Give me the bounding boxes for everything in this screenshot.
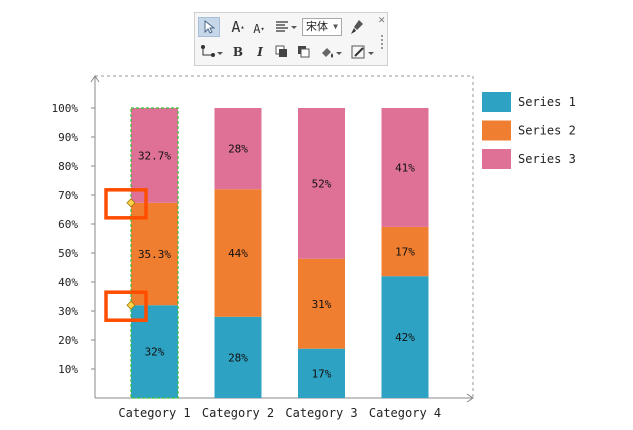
bring-front-icon bbox=[275, 45, 287, 57]
bar-segment-1-category-3[interactable] bbox=[298, 348, 345, 398]
chevron-down-icon: ▼ bbox=[333, 22, 338, 31]
align-button[interactable] bbox=[274, 17, 298, 37]
send-back-button[interactable] bbox=[296, 42, 312, 62]
y-tick-label: 20% bbox=[58, 334, 78, 347]
resize-handle-icon[interactable] bbox=[126, 300, 136, 310]
x-tick-label: Category 3 bbox=[285, 406, 357, 420]
data-label: 17% bbox=[312, 367, 332, 380]
send-back-icon bbox=[298, 46, 310, 58]
data-label: 41% bbox=[395, 161, 415, 174]
bar-segment-3-category-3[interactable] bbox=[298, 108, 345, 259]
data-label: 42% bbox=[395, 331, 415, 344]
x-axis-arrow-icon bbox=[466, 393, 474, 403]
bar-segment-2-category-1[interactable] bbox=[131, 202, 178, 306]
bring-front-button[interactable] bbox=[274, 42, 290, 62]
data-label: 44% bbox=[228, 247, 248, 260]
y-tick-label: 80% bbox=[58, 160, 78, 173]
bar-segment-2-category-4[interactable] bbox=[381, 226, 429, 277]
x-tick-label: Category 2 bbox=[202, 406, 274, 420]
bar-segment-2-category-3[interactable] bbox=[298, 258, 345, 349]
highlight-box bbox=[104, 188, 148, 220]
close-icon[interactable]: ✕ bbox=[378, 13, 385, 26]
toolbar-grip[interactable] bbox=[381, 35, 383, 51]
pen-line-icon bbox=[351, 45, 374, 59]
legend-swatch[interactable] bbox=[482, 149, 511, 169]
y-tick-label: 10% bbox=[58, 363, 78, 376]
legend-label[interactable]: Series 2 bbox=[518, 124, 576, 138]
font-family-value: 宋体 bbox=[306, 20, 328, 33]
bar-segment-3-category-1[interactable] bbox=[131, 108, 178, 203]
paint-bucket-icon bbox=[322, 48, 342, 58]
data-label: 28% bbox=[228, 143, 248, 156]
legend-swatch[interactable] bbox=[482, 120, 511, 141]
x-tick-label: Category 1 bbox=[118, 406, 190, 420]
shrink-font-button[interactable]: A ▾ bbox=[253, 22, 265, 36]
bold-button[interactable]: B bbox=[231, 42, 245, 62]
connector-button[interactable] bbox=[199, 42, 225, 62]
grow-font-icon: A bbox=[231, 18, 241, 36]
fill-color-button[interactable] bbox=[318, 42, 344, 62]
grow-font-button[interactable]: A ▴ bbox=[231, 18, 245, 36]
brush-icon bbox=[351, 20, 363, 34]
bar-segment-3-category-2[interactable] bbox=[214, 108, 262, 190]
bold-icon: B bbox=[232, 45, 244, 59]
italic-button[interactable]: I bbox=[253, 42, 267, 62]
data-label: 35.3% bbox=[138, 248, 171, 261]
x-tick-label: Category 4 bbox=[369, 406, 441, 420]
y-axis-arrow-icon bbox=[90, 75, 100, 83]
connector-icon bbox=[201, 45, 223, 57]
data-label: 32% bbox=[145, 346, 165, 359]
data-label: 52% bbox=[312, 177, 332, 190]
shrink-font-icon: A bbox=[253, 22, 261, 36]
data-label: 28% bbox=[228, 351, 248, 364]
line-style-button[interactable] bbox=[350, 42, 376, 62]
bar-segment-2-category-2[interactable] bbox=[214, 189, 262, 317]
format-painter-button[interactable] bbox=[348, 17, 366, 37]
mini-toolbar: A ▴ A ▾ 宋体 ▼ ✕ B I bbox=[194, 12, 388, 66]
legend-label[interactable]: Series 1 bbox=[518, 95, 576, 109]
legend-label[interactable]: Series 3 bbox=[518, 152, 576, 166]
data-label: 32.7% bbox=[138, 149, 171, 162]
resize-handle-icon[interactable] bbox=[126, 198, 136, 208]
y-tick-label: 60% bbox=[58, 218, 78, 231]
y-tick-label: 50% bbox=[58, 247, 78, 260]
pointer-icon bbox=[204, 20, 215, 34]
legend-swatch[interactable] bbox=[482, 92, 511, 112]
y-tick-label: 30% bbox=[58, 305, 78, 318]
y-tick-label: 100% bbox=[52, 102, 79, 115]
italic-icon: I bbox=[257, 45, 263, 59]
align-left-icon bbox=[276, 21, 297, 32]
y-tick-label: 90% bbox=[58, 131, 78, 144]
highlight-box bbox=[104, 290, 148, 322]
bar-segment-3-category-4[interactable] bbox=[381, 108, 429, 227]
y-tick-label: 70% bbox=[58, 189, 78, 202]
data-label: 31% bbox=[312, 298, 332, 311]
select-pointer-button[interactable] bbox=[198, 17, 220, 37]
font-family-select[interactable]: 宋体 ▼ bbox=[302, 18, 342, 36]
selected-bar-outline[interactable] bbox=[130, 107, 179, 399]
bar-segment-1-category-2[interactable] bbox=[214, 316, 262, 398]
y-tick-label: 40% bbox=[58, 276, 78, 289]
bar-segment-1-category-4[interactable] bbox=[381, 276, 429, 398]
data-label: 17% bbox=[395, 246, 415, 259]
